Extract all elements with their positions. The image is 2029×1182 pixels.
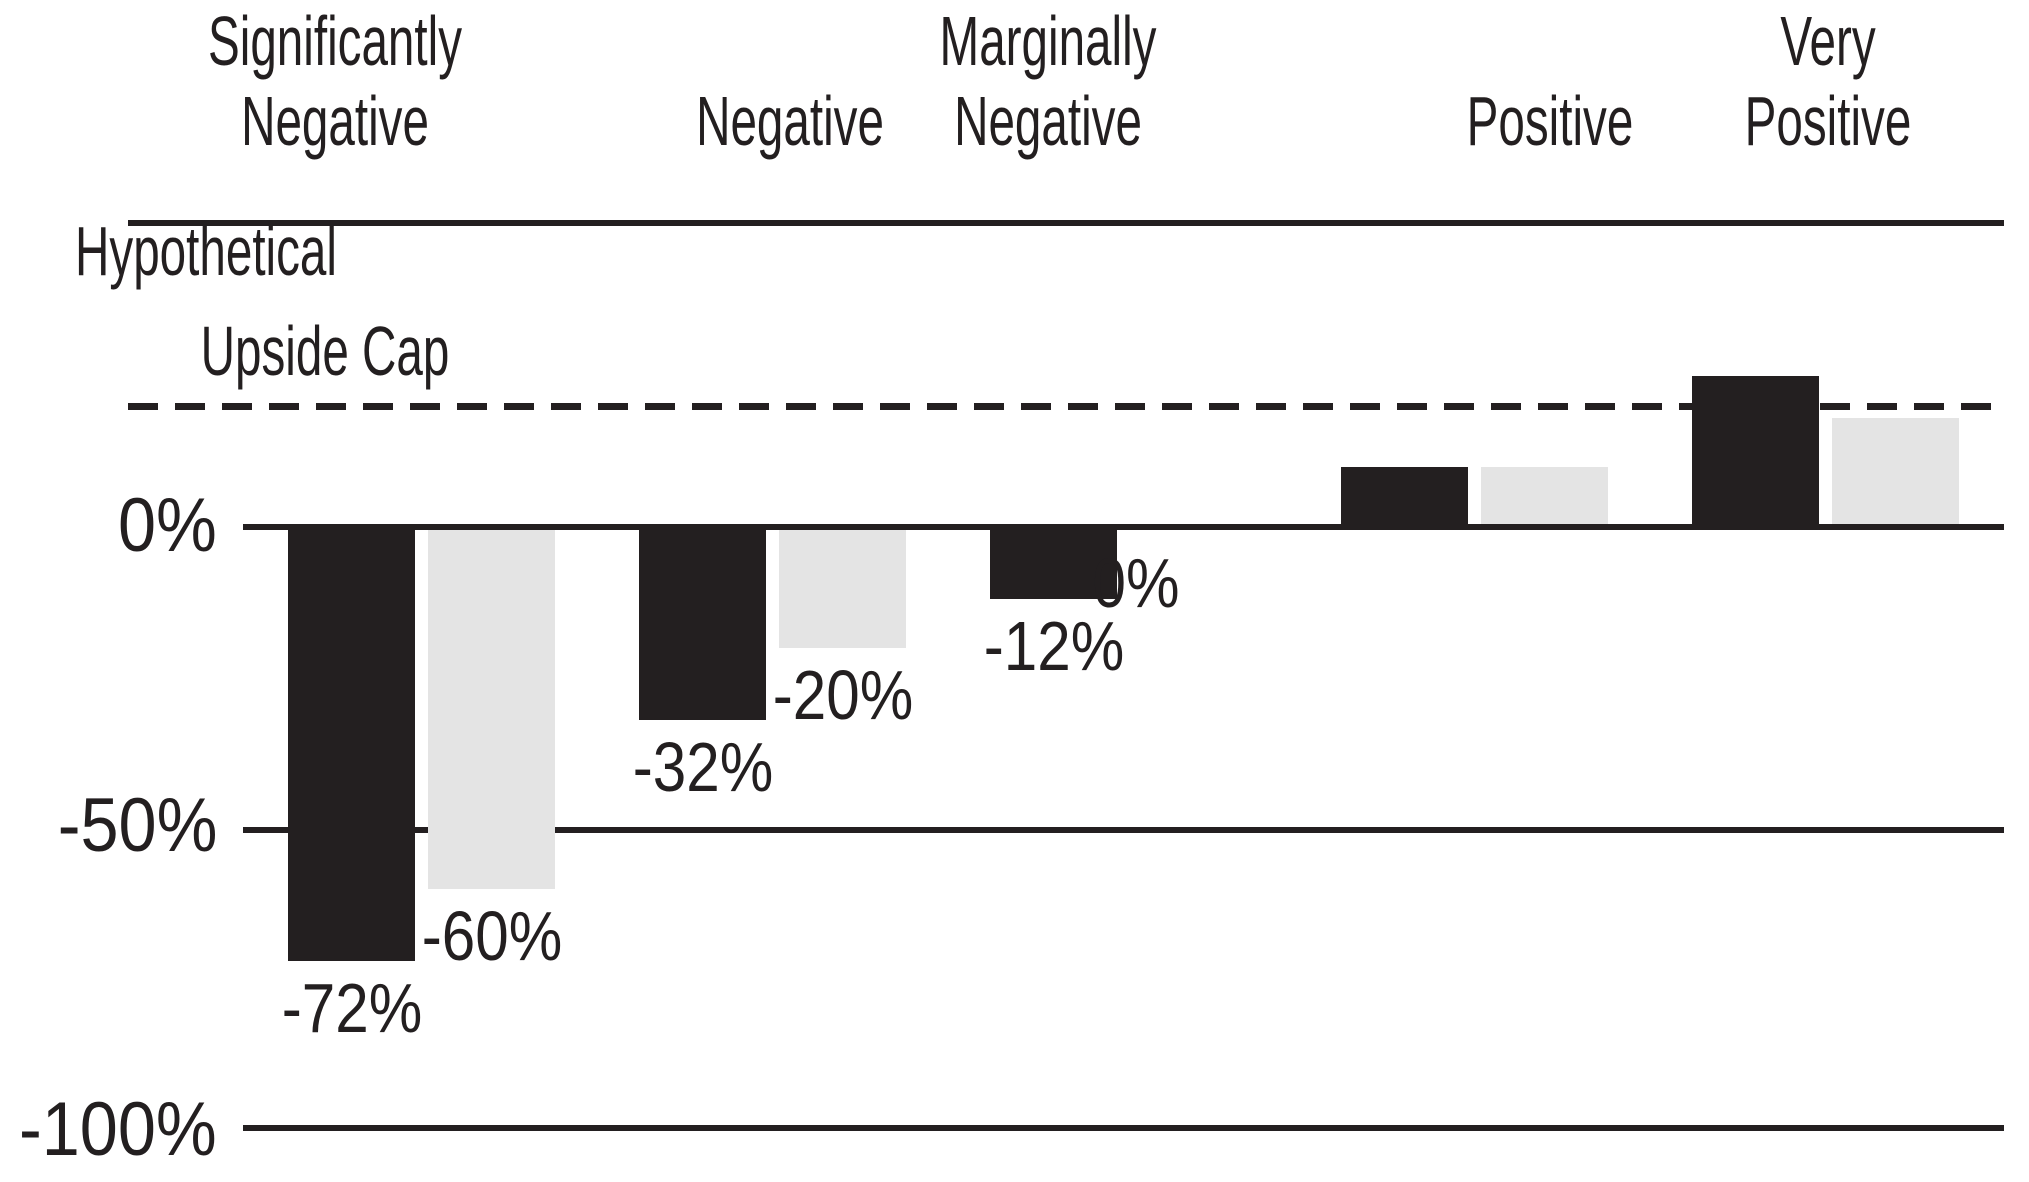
bar-light-bars-category-1 (779, 530, 906, 648)
bar-light-bars-category-0 (428, 530, 555, 889)
category-header-line2: Negative (954, 82, 1142, 160)
bar-dark-bars-category-4 (1692, 376, 1819, 524)
category-header-line1: Marginally (939, 2, 1157, 80)
category-header-line2: Positive (1466, 82, 1634, 160)
upside-cap-caption-line2: Upside Cap (200, 312, 450, 390)
gridline-0 (243, 524, 2004, 530)
upside-cap-dashed-line (128, 403, 2004, 410)
header-separator-line (128, 220, 2004, 226)
gridline-minus-50 (243, 827, 2004, 833)
bar-value-label: -12% (983, 607, 1124, 686)
bar-dark-bars-category-2 (990, 530, 1117, 600)
bar-value-label: 0% (1091, 544, 1180, 622)
bar-light-bars-category-4 (1832, 418, 1959, 524)
upside-cap-caption-line1: Hypothetical (75, 212, 337, 290)
bar-dark-bars-category-1 (639, 530, 766, 720)
bar-dark-bars-category-0 (288, 530, 415, 962)
y-axis-tick-minus-50: -50% (57, 783, 217, 868)
category-header-line1: Very (1780, 2, 1876, 80)
bar-light-bars-category-3 (1481, 466, 1608, 524)
bar-value-label: -60% (421, 896, 562, 975)
bar-value-label: -32% (632, 727, 773, 806)
category-header-line2: Negative (696, 82, 884, 160)
gridline-minus-100 (243, 1125, 2004, 1131)
y-axis-tick-minus-100: -100% (19, 1087, 217, 1172)
bar-dark-bars-category-3 (1341, 466, 1468, 524)
bar-value-label: -72% (281, 969, 422, 1048)
y-axis-tick-0: 0% (118, 483, 217, 568)
category-header-line2: Positive (1744, 82, 1912, 160)
bar-value-label: -20% (772, 655, 913, 734)
category-header-line1: Significantly (208, 2, 462, 80)
category-header-line2: Negative (241, 82, 429, 160)
